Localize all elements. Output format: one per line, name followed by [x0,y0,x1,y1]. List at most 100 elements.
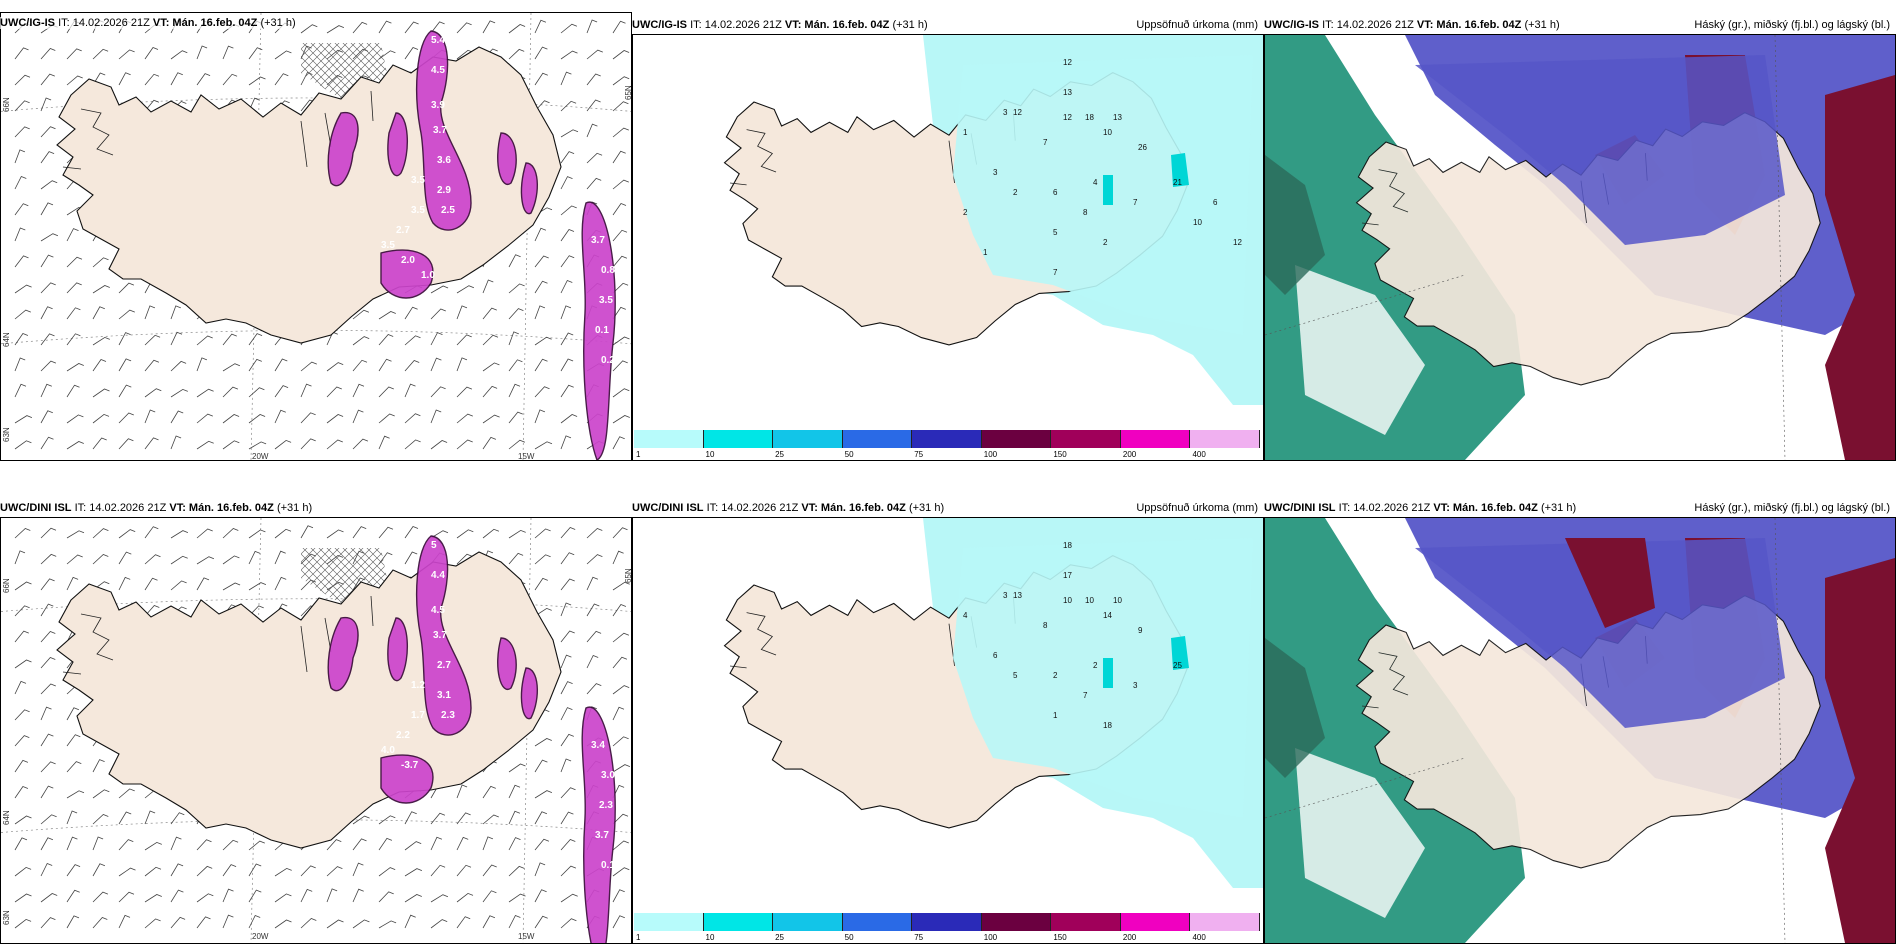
wind-barb [274,385,289,398]
wind-barb [144,73,160,86]
lead-time: (+31 h) [1540,502,1577,514]
wind-barb [248,47,263,60]
valid-time: VT: Mán. 16.feb. 04Z [1433,502,1538,514]
wind-barb [612,685,630,695]
precip-wind-blobs [327,30,616,460]
wind-barb [456,305,468,320]
wind-barb [586,99,601,112]
wind-barb [274,550,286,565]
map-frame[interactable]: 5 4.4 4.5 3.7 2.7 1.2 3.1 2.3 1.7 2.2 4.0 3.4 3.0 2.3… [0,517,632,944]
colorbar-swatch [842,913,913,931]
wind-barb [378,311,396,320]
precip-value-label: 25 [1173,661,1182,670]
wind-barb [14,735,30,747]
wind-barb [456,413,473,424]
map-frame[interactable]: 5.4 4.5 3.9 3.7 3.6 3.5 2.9 2.5 3.5 2.7 3.5 3.7 0.8 3… [0,12,632,461]
precip-value-label: 3 [1003,108,1008,117]
wind-barb [508,784,521,799]
wind-barb [482,279,494,294]
wind-barb [14,680,27,695]
wind-speed-contour [387,617,409,682]
field-title: Uppsöfnuð úrkoma (mm) [1136,502,1258,514]
wind-barb [378,526,394,539]
panel-clouds-dini-isl: UWC/DINI ISL IT: 14.02.2026 21Z VT: Mán.… [1264,495,1896,945]
wind-barb [170,555,188,565]
wind-barb [560,229,575,242]
wind-barb [482,915,496,929]
model-name: UWC/DINI ISL [1264,502,1336,514]
wind-barb [586,683,602,695]
wind-barb [40,126,56,138]
wind-barb [612,840,629,851]
map-frame[interactable] [1264,34,1896,461]
wind-barb [144,47,159,60]
colorbar-swatch [773,430,843,448]
lat-label: 64N [2,332,11,347]
wind-barb [430,409,442,424]
wind-barb [508,865,525,877]
colorbar-tick: 25 [775,933,785,942]
wind-barb [92,48,109,60]
wind-barb [92,359,107,372]
wind-barb [40,306,53,320]
wind-barb [612,915,625,929]
valid-time: VT: Mán. 16.feb. 04Z [801,502,906,514]
wind-barb [560,707,573,721]
wind-barb [118,384,132,398]
wind-barb [40,814,57,825]
wind-barb [404,47,419,60]
wind-barb [586,603,600,617]
wind-barb [118,551,132,565]
wind-value-label: 3.5 [599,295,613,306]
wind-barb [66,576,79,591]
model-name: UWC/IG-IS [632,19,687,31]
wind-barb [14,415,33,424]
wind-barb [248,441,267,450]
wind-barb [326,919,344,929]
colorbar-tick: 75 [914,933,924,942]
wind-barb [196,440,214,450]
wind-barb [66,384,80,398]
wind-barb [534,409,546,424]
precip-value-label: 21 [1173,178,1182,187]
wind-barb [300,525,314,539]
wind-barb [222,363,241,372]
wind-barb [196,577,210,591]
precip-value-label: 13 [1013,591,1022,600]
wind-barb [352,409,364,424]
wind-barb [508,552,524,565]
wind-speed-contour [415,30,472,231]
wind-barb [326,386,342,398]
wind-barb [196,916,211,929]
wind-value-label: 3.6 [437,155,451,166]
precip-value-label: 26 [1138,143,1147,152]
wind-barb [144,866,162,877]
precip-value-label: 13 [1063,88,1072,97]
wind-map-svg: 5.44.53.93.73.63.52.92.53.52.73.5 3.70.83… [1,13,631,460]
lon-label: 20W [252,932,269,941]
wind-barb [534,790,553,799]
wind-barb [222,839,239,851]
wind-barb [300,438,316,450]
map-frame[interactable]: 12 13 12 18 13 26 21 2 10 12 7 3 1 6 2 3 8 4 5 7 10 6 12 7 1 2 [632,34,1264,461]
wind-barb [66,889,80,903]
lat-label: 64N [2,810,11,825]
wind-barb [40,837,54,851]
low-cloud-area [1825,558,1895,943]
wind-value-label: 3.7 [433,125,447,136]
colorbar-tick: 1 [636,450,641,459]
wind-barb [66,761,82,773]
wind-barb [326,414,344,424]
wind-barb [170,388,188,398]
wind-barb [222,582,241,591]
wind-barb [118,839,134,851]
graticule [1265,35,1786,460]
wind-barb [118,529,136,539]
map-frame[interactable]: 18 17 10 10 10 9 25 18 14 13 8 3 4 2 5 6 7 2 1 3 [632,517,1264,944]
wind-value-label: 3.7 [595,830,609,841]
wind-value-label: 3.7 [433,630,447,641]
map-frame[interactable] [1264,517,1896,944]
wind-barb [508,411,523,424]
low-cloud-area [1565,538,1655,628]
wind-value-label: 1.2 [411,680,425,691]
